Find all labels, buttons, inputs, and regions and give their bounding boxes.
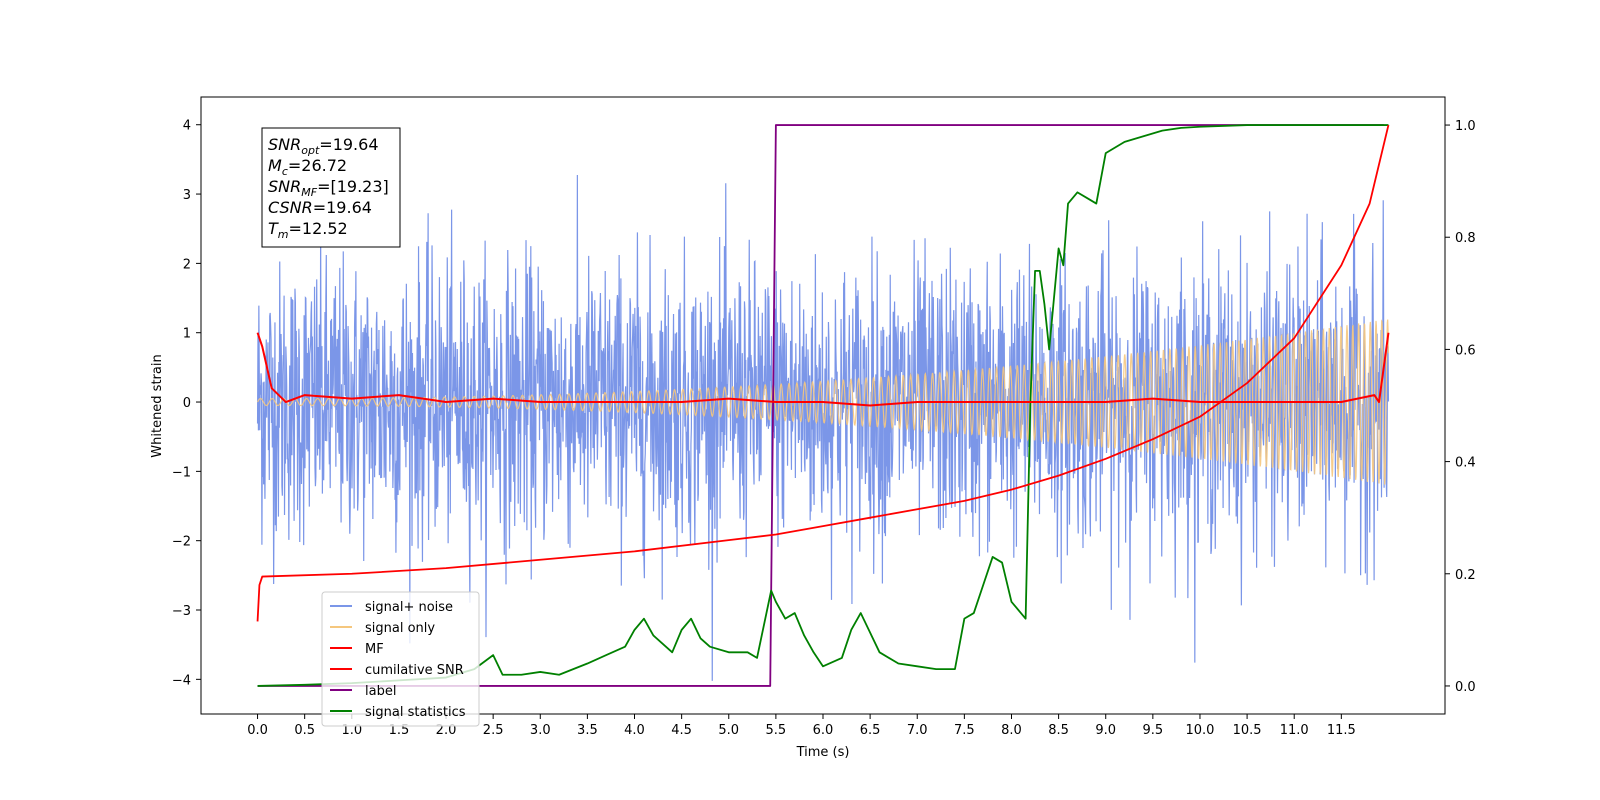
annotation-symbol: SNR: [268, 135, 301, 154]
y-tick-label-left: 2: [183, 257, 191, 272]
y-tick-label-right: 0.6: [1455, 343, 1476, 358]
y-tick-label-right: 0.4: [1455, 456, 1476, 471]
series-cumilative-snr: [256, 124, 1390, 622]
x-tick-label: 10.5: [1233, 723, 1262, 738]
annotation-line: CSNR=19.64: [268, 198, 372, 217]
x-tick-label: 3.0: [530, 723, 551, 738]
y-tick-label-left: 3: [183, 188, 191, 203]
x-tick-label: 8.0: [1001, 723, 1022, 738]
annotation-line: SNRopt=19.64: [268, 135, 379, 157]
x-tick-label: 11.5: [1327, 723, 1356, 738]
y-tick-label-left: 0: [183, 396, 191, 411]
y-tick-label-left: −1: [172, 465, 191, 480]
annotation-symbol: T: [268, 219, 279, 238]
legend-label-signal-noise: signal+ noise: [365, 600, 453, 615]
annotation-symbol: M: [268, 156, 282, 175]
x-tick-label: 2.0: [436, 723, 457, 738]
annotation-symbol: CSNR: [268, 198, 313, 217]
annotation-value: =19.64: [319, 135, 378, 154]
y-tick-label-right: 0.8: [1455, 231, 1476, 246]
x-ticks: 0.0 0.5 1.0 1.5 2.0 2.5 3.0 3.5 4.0 4.5 5.0 5.5 6.0 6…: [247, 714, 1356, 738]
annotation-value: =19.64: [313, 198, 372, 217]
x-tick-label: 1.5: [389, 723, 410, 738]
annotation-subscript: c: [282, 165, 288, 178]
annotation-subscript: m: [278, 228, 289, 241]
series-layer: [256, 124, 1390, 687]
x-tick-label: 7.0: [907, 723, 928, 738]
series-mf: [256, 332, 1390, 407]
y-axis-label-left: Whitened strain: [150, 354, 165, 457]
x-tick-label: 9.0: [1095, 723, 1116, 738]
x-tick-label: 11.0: [1280, 723, 1309, 738]
y-ticks-left: 4 3 2 1 0 −1 −2 −3 −4: [172, 119, 201, 688]
legend-frame: [321, 591, 480, 727]
x-tick-label: 8.5: [1048, 723, 1069, 738]
x-tick-label: 10.0: [1185, 723, 1214, 738]
annotation-line: Tm=12.52: [268, 219, 348, 241]
x-tick-label: 6.5: [860, 723, 881, 738]
legend-label-signal-statistics: signal statistics: [365, 705, 466, 720]
annotation-value: =[19.23]: [317, 177, 389, 196]
legend: signal+ noise signal only MF cumilative SNR…: [321, 591, 480, 727]
legend-label-cumilative-snr: cumilative SNR: [365, 663, 464, 678]
x-tick-label: 0.0: [247, 723, 268, 738]
y-tick-label-left: 1: [183, 327, 191, 342]
x-tick-label: 3.5: [577, 723, 598, 738]
series-label: [257, 124, 1384, 687]
y-ticks-right: 1.0 0.8 0.6 0.4 0.2 0.0: [1445, 119, 1476, 695]
x-tick-label: 4.0: [624, 723, 645, 738]
x-tick-label: 9.5: [1143, 723, 1164, 738]
y-tick-label-left: −4: [172, 673, 191, 688]
y-tick-label-left: −2: [172, 535, 191, 550]
series-signal-statistics: [257, 124, 1389, 687]
x-tick-label: 5.0: [718, 723, 739, 738]
y-tick-label-left: −3: [172, 604, 191, 619]
y-tick-label-right: 0.2: [1455, 568, 1476, 583]
y-tick-label-right: 0.0: [1455, 680, 1476, 695]
x-axis-label: Time (s): [796, 745, 850, 760]
x-tick-label: 6.0: [813, 723, 834, 738]
annotation-line: Mc=26.72: [268, 156, 347, 178]
y-tick-label-right: 1.0: [1455, 119, 1476, 134]
x-tick-label: 5.5: [766, 723, 787, 738]
x-tick-label: 2.5: [483, 723, 504, 738]
annotation-subscript: MF: [301, 186, 317, 199]
annotation-symbol: SNR: [268, 177, 301, 196]
legend-label-signal-only: signal only: [365, 621, 435, 636]
y-tick-label-left: 4: [183, 119, 191, 134]
annotation-line: SNRMF=[19.23]: [268, 177, 389, 199]
annotation-box: SNRopt=19.64Mc=26.72SNRMF=[19.23]CSNR=19…: [261, 127, 401, 248]
annotation-value: =12.52: [289, 219, 348, 238]
x-tick-label: 1.0: [341, 723, 362, 738]
x-tick-label: 0.5: [294, 723, 315, 738]
annotation-value: =26.72: [288, 156, 347, 175]
x-tick-label: 4.5: [671, 723, 692, 738]
x-tick-label: 7.5: [954, 723, 975, 738]
legend-label-label: label: [365, 684, 396, 699]
annotation-frame: [261, 127, 401, 248]
annotation-subscript: opt: [301, 144, 320, 157]
legend-label-mf: MF: [365, 642, 384, 657]
